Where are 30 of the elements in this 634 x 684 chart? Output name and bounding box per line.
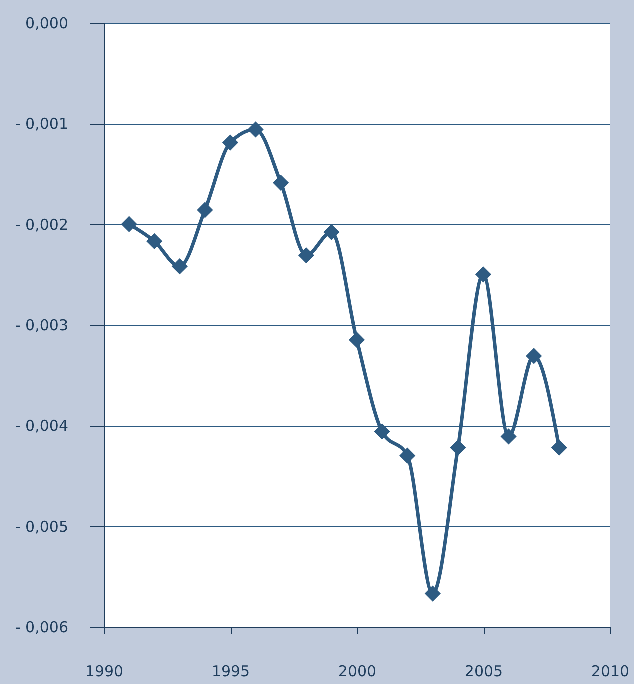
x-tick-label: 2010	[591, 662, 630, 680]
point	[273, 175, 290, 192]
y-tick-label: - 0,001	[15, 115, 68, 134]
point	[500, 428, 517, 445]
point	[424, 586, 441, 602]
y-tick-label: - 0,003	[15, 316, 68, 334]
y-tick-label: - 0,006	[15, 618, 68, 636]
point	[172, 258, 188, 275]
point	[222, 134, 239, 151]
point	[551, 440, 568, 456]
y-tick-label: - 0,004	[15, 417, 68, 436]
x-tick-label: 2000	[338, 662, 377, 680]
y-tick-label: - 0,002	[15, 216, 68, 234]
point	[146, 233, 163, 250]
point	[475, 266, 492, 283]
point	[400, 448, 416, 464]
y-tick-label: 0,000	[26, 14, 68, 32]
point	[348, 332, 366, 348]
point	[121, 216, 138, 232]
x-tick-label: 1995	[212, 662, 250, 680]
point	[526, 348, 542, 364]
y-tick-label: - 0,005	[15, 518, 68, 536]
point	[298, 247, 314, 264]
point	[450, 440, 466, 456]
point	[324, 224, 340, 240]
point	[197, 202, 214, 218]
x-tick-label: 2005	[464, 662, 504, 680]
x-tick-label: 1990	[85, 662, 124, 680]
point	[374, 424, 390, 440]
point	[248, 122, 264, 138]
